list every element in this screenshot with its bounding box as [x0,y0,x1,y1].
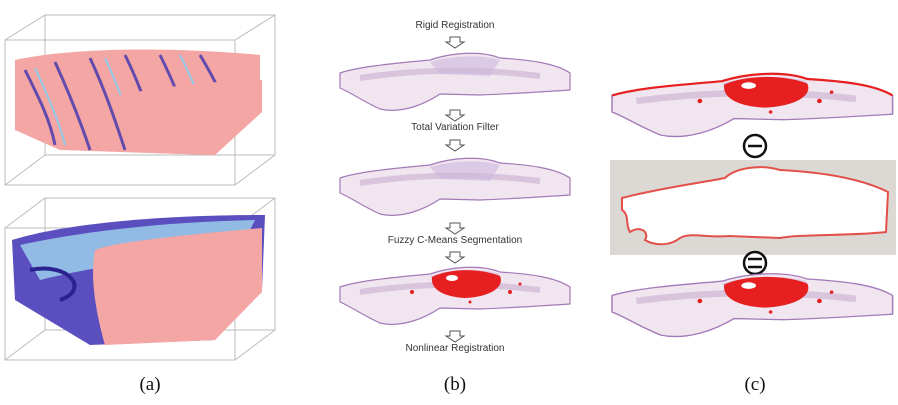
panel-label: (c) [744,374,765,395]
step-label: Total Variation Filter [411,122,499,133]
step-label: Fuzzy C-Means Segmentation [388,235,523,246]
step-label: Rigid Registration [416,20,495,31]
volume-top [5,15,275,185]
step-label: Nonlinear Registration [406,343,505,354]
volume-bottom [5,198,275,360]
panel-b: Rigid Registration Total Variation Filte… [340,20,570,395]
panel-c: (c) [610,74,896,395]
panel-a: (a) [5,15,275,395]
panel-label: (b) [444,374,466,395]
figure: (a) Rigid Registration Total Variation F… [0,0,898,405]
panel-label: (a) [139,374,160,395]
